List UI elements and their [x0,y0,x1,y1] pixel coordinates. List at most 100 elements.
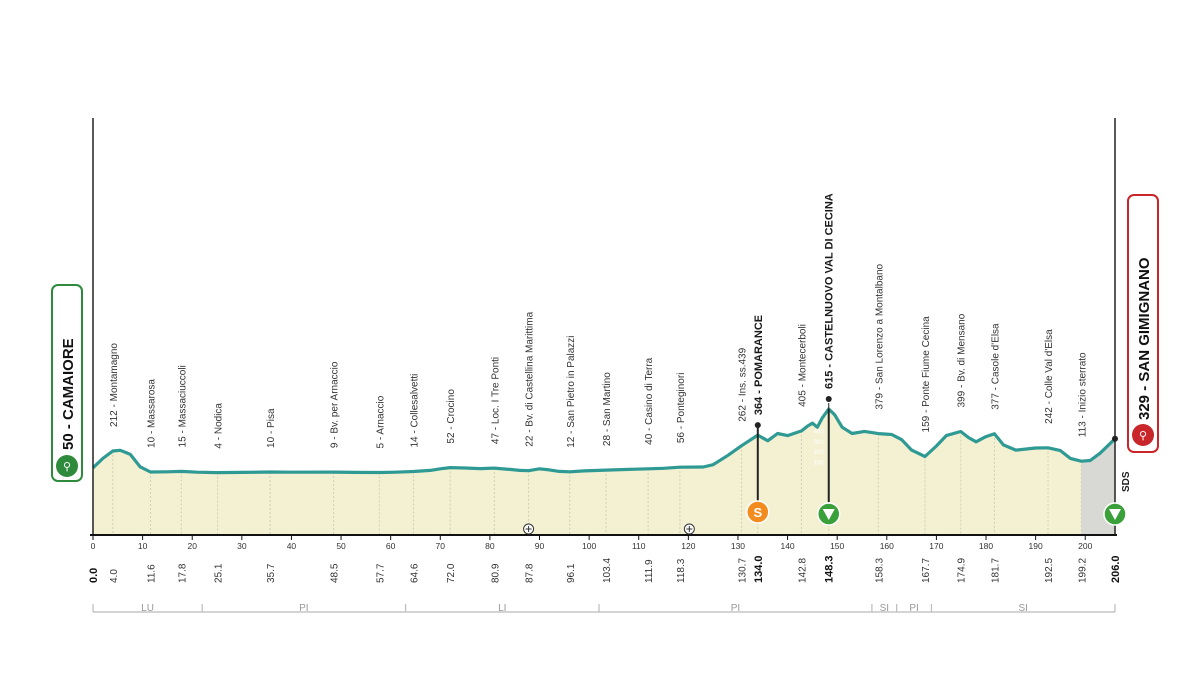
x-tick-label: 60 [386,541,396,551]
region-bar: LU PI LI PI SI PI SI [92,603,1116,614]
waypoint-label: 377 - Casole d'Elsa [990,323,1001,410]
x-tick-label: 200 [1078,541,1092,551]
waypoint-label: 12 - San Pietro in Palazzi [566,335,577,447]
km-label: 48.5 [330,563,341,583]
waypoint-label: 52 - Crocino [446,389,457,444]
km-label: 142.8 [797,558,808,583]
x-tick-label: 20 [187,541,197,551]
x-tick-label: 110 [632,541,646,551]
waypoint-dot [825,396,832,403]
waypoint-label: 10 - Pisa [266,408,277,448]
waypoint-label: 159 - Ponte Fiume Cecina [921,316,932,433]
region-label: PI [909,603,918,614]
km-label: 103.4 [602,558,613,583]
start-cyclist-glyph: ⚲ [63,461,71,473]
x-tick-label: 100 [582,541,596,551]
altitude-scale-label: 300 [814,440,825,446]
km-label: 0.0 [88,568,100,583]
km-label: 25.1 [214,563,225,583]
waypoint-label: 22 - Bv. di Castellina Marittima [525,311,536,446]
waypoint-label: 28 - San Martino [602,372,613,446]
profile-line [91,407,1117,475]
waypoint-label: 212 - Montamagno [109,343,120,427]
feed-zone-glyph [525,526,532,532]
altitude-scale-label: 200 [814,450,825,456]
x-tick-label: 120 [681,541,695,551]
km-label: 167.7 [921,558,932,583]
sprint-marker [746,500,770,524]
km-label: 148.3 [824,555,836,583]
kom-triangle-icon [822,509,835,520]
x-tick-label: 170 [929,541,943,551]
finish-badge [1127,194,1159,453]
waypoint-label: 5 - Arnaccio [375,395,386,448]
km-label: 11.6 [147,564,158,583]
x-tick-label: 180 [979,541,993,551]
waypoint-label: 4 - Nodica [214,403,225,449]
start-badge [51,284,83,482]
km-label: 87.8 [525,563,536,583]
waypoint-label: 47 - Loc. I Tre Ponti [490,357,501,444]
kom-triangle-icon [1109,509,1121,520]
km-label: 111.9 [644,559,655,583]
finish-name: 329 - SAN GIMIGNANO [1136,257,1153,420]
waypoint-label: 113 - Inizio sterrato [1077,352,1088,437]
km-label: 130.7 [737,558,748,583]
x-tick-label: 40 [287,541,297,551]
start-finish: 50 - CAMAIORE ⚲ 329 - SAN GIMIGNANO ⚲ [51,194,1159,482]
waypoint-labels: 212 - Montamagno 10 - Massarosa 15 - Massa… [109,193,1088,448]
x-tick-label: 90 [535,541,545,551]
altitude-scale-label: 100 [814,461,825,467]
waypoint-label: 56 - Ponteginori [676,373,687,444]
start-cyclist-icon [56,455,78,477]
waypoint-label: 14 - Collesalvetti [409,374,420,448]
waypoint-label: 615 - CASTELNUOVO VAL DI CECINA [824,193,836,389]
profile-area: 400 300 200 100 [91,118,1117,535]
start-name: 50 - CAMAIORE [60,338,77,450]
km-label: 4.0 [109,569,120,583]
waypoint-label: 9 - Bv. per Arnaccio [330,361,341,448]
km-label: 96.1 [566,563,577,583]
km-label: 206.0 [1110,555,1122,583]
sprint-symbol: S [753,505,762,520]
x-tick-label: 10 [138,541,148,551]
x-tick-label: 0 [91,541,96,551]
region-label: LI [498,603,506,614]
finish-cyclist-icon [1132,424,1154,446]
km-labels: 0.0 4.0 11.6 17.8 25.1 35.7 48.5 57.7 64.6 72.0 80… [88,555,1122,583]
waypoint-label: 40 - Casino di Terra [644,357,655,445]
region-label: SI [880,603,889,614]
km-label: 72.0 [446,563,457,583]
km-label: 174.9 [957,558,968,583]
region-label: PI [299,603,308,614]
altitude-scale-label: 400 [814,429,825,435]
waypoint-label: 379 - San Lorenzo a Montalbano [874,263,885,409]
x-tick-label: 160 [880,541,894,551]
waypoint-label: 15 - Massaciuccoli [177,365,188,447]
km-label: 181.7 [990,558,1001,583]
km-label: 134.0 [753,555,765,583]
x-tick-label: 80 [485,541,495,551]
km-label: 118.3 [676,558,687,583]
x-axis: 0 10 20 30 40 50 60 70 80 90 100 110 120 130 140 150 160… [90,534,1117,551]
km-label: 158.3 [874,558,885,583]
waypoint-label: 364 - POMARANCE [753,315,765,415]
region-label: PI [731,603,740,614]
x-tick-label: 150 [830,541,844,551]
finish-cyclist-glyph: ⚲ [1139,430,1147,442]
km-label: 57.7 [375,563,386,583]
x-tick-label: 140 [780,541,794,551]
waypoint-label: 405 - Montecerboli [797,324,808,407]
km-label: 80.9 [490,563,501,583]
waypoint-label: 242 - Colle Val d'Elsa [1044,329,1055,424]
km-label: 35.7 [266,563,277,583]
region-label: LU [141,603,154,614]
x-tick-label: 30 [237,541,247,551]
x-tick-label: 50 [336,541,346,551]
x-tick-label: 190 [1029,541,1043,551]
x-tick-label: 130 [731,541,745,551]
finish-dot [1112,435,1118,442]
km-label: 199.2 [1077,558,1088,583]
waypoint-label: 10 - Massarosa [147,379,158,448]
